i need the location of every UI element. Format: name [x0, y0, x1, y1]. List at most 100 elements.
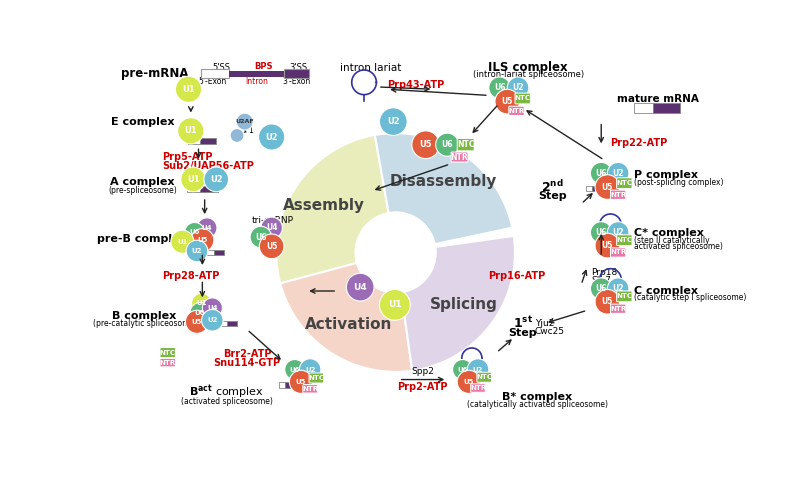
- FancyBboxPatch shape: [187, 186, 200, 192]
- Text: U2: U2: [473, 366, 483, 372]
- Text: activated spliceosome): activated spliceosome): [634, 242, 723, 251]
- Text: GU: GU: [207, 71, 217, 77]
- Circle shape: [192, 294, 212, 314]
- Text: U1: U1: [184, 126, 197, 136]
- FancyBboxPatch shape: [610, 190, 626, 200]
- Text: NTR: NTR: [508, 108, 525, 114]
- FancyBboxPatch shape: [617, 291, 632, 302]
- Text: NTR: NTR: [451, 152, 468, 162]
- Text: (pre-catalytic spliceosome): (pre-catalytic spliceosome): [92, 319, 196, 328]
- FancyBboxPatch shape: [477, 372, 492, 382]
- Text: NTR: NTR: [610, 250, 626, 256]
- FancyBboxPatch shape: [508, 106, 525, 116]
- Text: NTC: NTC: [476, 374, 492, 380]
- Text: 2$^{\mathbf{nd}}$: 2$^{\mathbf{nd}}$: [541, 179, 564, 195]
- Circle shape: [607, 222, 629, 244]
- Text: U1: U1: [182, 85, 195, 94]
- Circle shape: [197, 218, 217, 238]
- Text: Intron: Intron: [245, 77, 268, 86]
- FancyBboxPatch shape: [303, 384, 318, 393]
- Text: Slu7: Slu7: [591, 276, 611, 285]
- FancyBboxPatch shape: [515, 93, 530, 104]
- FancyBboxPatch shape: [214, 250, 224, 255]
- FancyBboxPatch shape: [471, 384, 485, 392]
- Text: U5: U5: [602, 182, 613, 192]
- Text: 1$^{\mathbf{st}}$: 1$^{\mathbf{st}}$: [512, 316, 533, 331]
- Text: (catalytic step I spliceosome): (catalytic step I spliceosome): [634, 294, 746, 302]
- FancyBboxPatch shape: [229, 71, 284, 77]
- FancyBboxPatch shape: [607, 226, 617, 232]
- Circle shape: [202, 298, 222, 318]
- Text: U2: U2: [613, 284, 624, 293]
- Text: A: A: [255, 70, 261, 78]
- FancyBboxPatch shape: [309, 373, 324, 383]
- FancyBboxPatch shape: [617, 178, 632, 188]
- FancyBboxPatch shape: [207, 250, 214, 255]
- Text: mature mRNA: mature mRNA: [618, 94, 699, 104]
- Text: intron lariat: intron lariat: [339, 62, 401, 72]
- Text: (catalytically activated spliceosome): (catalytically activated spliceosome): [467, 400, 608, 409]
- Text: (intron-lariat spliceosome): (intron-lariat spliceosome): [472, 70, 584, 79]
- Text: NTC: NTC: [160, 350, 176, 356]
- Text: Cwc25: Cwc25: [535, 328, 565, 336]
- Polygon shape: [276, 135, 389, 284]
- Circle shape: [258, 124, 285, 150]
- FancyBboxPatch shape: [617, 235, 632, 246]
- Text: Step: Step: [538, 192, 567, 202]
- FancyBboxPatch shape: [188, 138, 200, 144]
- Text: NTC: NTC: [457, 140, 475, 149]
- Text: U6: U6: [494, 83, 505, 92]
- Text: (pre-spliceosome): (pre-spliceosome): [108, 186, 176, 194]
- FancyBboxPatch shape: [457, 138, 474, 151]
- Circle shape: [452, 360, 472, 380]
- Text: U4: U4: [354, 282, 367, 292]
- Text: Activation: Activation: [305, 317, 392, 332]
- Text: Prp2-ATP: Prp2-ATP: [397, 382, 448, 392]
- Text: C* complex: C* complex: [634, 228, 703, 238]
- Text: U6: U6: [290, 366, 300, 372]
- Text: U2: U2: [512, 83, 524, 92]
- Circle shape: [595, 174, 620, 200]
- Text: U5: U5: [192, 319, 202, 325]
- Text: U1: U1: [388, 300, 402, 310]
- Text: Prp43-ATP: Prp43-ATP: [387, 80, 444, 90]
- FancyBboxPatch shape: [200, 186, 218, 192]
- Polygon shape: [281, 263, 412, 372]
- Text: U6: U6: [441, 140, 453, 149]
- Text: U6: U6: [457, 366, 468, 372]
- FancyBboxPatch shape: [227, 320, 237, 326]
- FancyBboxPatch shape: [160, 348, 176, 358]
- Circle shape: [184, 222, 205, 242]
- Circle shape: [230, 128, 244, 142]
- Circle shape: [259, 234, 284, 258]
- Circle shape: [468, 359, 488, 380]
- Text: (activated spliceosome): (activated spliceosome): [181, 396, 273, 406]
- Text: A complex: A complex: [110, 176, 175, 186]
- Text: NTR: NTR: [470, 385, 486, 391]
- Circle shape: [488, 77, 510, 98]
- Text: U5: U5: [602, 241, 613, 250]
- Text: Prp18: Prp18: [591, 268, 618, 277]
- FancyBboxPatch shape: [592, 186, 600, 192]
- Text: U1: U1: [187, 175, 200, 184]
- Text: SF1: SF1: [240, 126, 254, 136]
- Circle shape: [457, 370, 480, 394]
- FancyBboxPatch shape: [610, 282, 620, 287]
- Circle shape: [171, 230, 194, 254]
- Text: Brr2-ATP: Brr2-ATP: [223, 349, 271, 359]
- Text: NTC: NTC: [616, 180, 632, 186]
- Text: $\mathbf{B^{act}}$ complex: $\mathbf{B^{act}}$ complex: [189, 384, 265, 402]
- Circle shape: [590, 222, 612, 244]
- FancyBboxPatch shape: [200, 69, 229, 78]
- Text: B complex: B complex: [112, 310, 176, 320]
- Text: U2: U2: [387, 117, 399, 126]
- FancyBboxPatch shape: [451, 152, 468, 162]
- Circle shape: [190, 302, 210, 322]
- Text: U5: U5: [602, 298, 613, 306]
- Circle shape: [508, 77, 529, 98]
- Text: 5'-Exon: 5'-Exon: [198, 77, 226, 86]
- FancyBboxPatch shape: [284, 69, 309, 78]
- Circle shape: [237, 113, 253, 130]
- Circle shape: [299, 359, 321, 380]
- Text: Prp28-ATP: Prp28-ATP: [162, 270, 220, 280]
